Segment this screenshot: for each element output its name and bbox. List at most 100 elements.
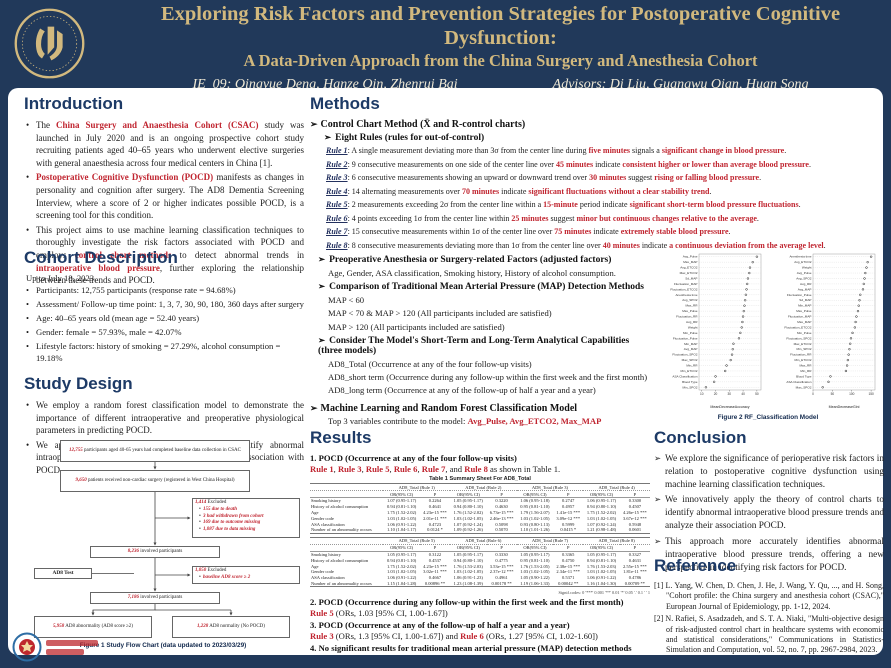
section-conclusion: Conclusion We explore the significance o…: [654, 428, 884, 577]
variable-label: Max_RR: [685, 304, 698, 308]
table-group-header: AD8_Total (Rule 5): [383, 536, 450, 545]
exclusion-reason: 155 due to death: [199, 507, 297, 514]
map-line: MAP < 70 & MAP > 120 (All participants i…: [328, 308, 552, 319]
variable-label: Min_SPO2: [683, 385, 698, 389]
data-point: [864, 271, 867, 275]
table-cell: 0.00896 **: [419, 580, 450, 588]
table-cell: 1.16 (1.04-1.30): [583, 580, 620, 588]
table-cell: 0.3330: [495, 552, 508, 558]
table-cell: 0.95 (0.81-1.10): [520, 504, 550, 510]
cohort-bullet: Lifestyle factors: history of smoking = …: [26, 340, 304, 364]
flow-box-involved-7186: 7,186 involved participants: [90, 592, 220, 604]
variable-label: Max_Pulse: [682, 309, 698, 313]
table-row: Gender code 1.03 (1.02-1.05) 2.01e-11 *** 1…: [310, 515, 650, 521]
table-cell: 0.2264: [428, 498, 442, 504]
table-cell: 2.46e-13 ***: [489, 515, 514, 521]
rule-line-5: Rule 5: 2 measurements exceeding 2σ from…: [326, 200, 801, 209]
cohort-bullets: Participants: 12,755 participants (respo…: [24, 284, 304, 364]
table-sub-header: P: [619, 544, 650, 552]
variable-label: Fluctuation_MAP: [674, 282, 698, 286]
table-cell: 1.03 (1.02-1.05): [453, 569, 483, 575]
data-point: [751, 261, 754, 264]
table-group-header: AD8_Total (Rule 7): [516, 536, 584, 545]
table-cell: 1.06 (0.91-1.23): [453, 575, 483, 581]
reference-item: [1] L. Yang, W. Chen, D. Chen, J. He, J.…: [654, 581, 884, 611]
variable-label: Blood Type: [682, 380, 698, 384]
summary-table-band-2: AD8_Total (Rule 5) AD8_Total (Rule 6) AD8_…: [310, 536, 650, 588]
table-group-header: AD8_Total (Rule 4): [583, 483, 650, 491]
variable-label: Fluctuation_SPO2: [786, 336, 811, 340]
methods-narrow-block: Preoperative Anesthesia or Surgery-relat…: [310, 254, 648, 427]
figure2-rf-model: Avg_Pulse Max_MAP Avg_ETCO2 Max_ETCO2 Sd_MAP…: [654, 251, 882, 423]
table-cell: 1.79 (1.56-2.07): [520, 509, 550, 515]
table-group-header: AD8_Total (Rule 8): [583, 536, 650, 545]
table-cell: 1.23 (1.08-1.39): [450, 580, 487, 588]
poster-title-line2: A Data-Driven Approach from the China Su…: [243, 51, 758, 71]
exclusion-reason: baseline AD8 score ≥ 2: [199, 575, 297, 582]
variable-label: Min_ETCO2: [680, 369, 697, 373]
data-point: [849, 337, 853, 340]
table-cell: 1.10 (1.01-1.26): [516, 526, 554, 534]
table-group-header: AD8_Total (Rule 2): [450, 483, 517, 491]
variable-label: Max_MAP: [797, 320, 811, 324]
table-cell: 1.75 (1.52-2.02): [387, 509, 417, 515]
x-tick-label: 40: [741, 392, 745, 396]
variable-label: Fluctuation_SPO2: [672, 353, 697, 357]
table-cell: 0.3122: [428, 552, 442, 558]
hospital-logo: [12, 632, 98, 662]
table-cell: 0.0415 *: [553, 526, 584, 534]
table-cell: 1.81e-11 ***: [623, 569, 647, 575]
section-reference: Reference [1] L. Yang, W. Chen, D. Chen,…: [654, 556, 884, 658]
table-cell: 0.5070: [486, 526, 517, 534]
x-tick-label: 50: [831, 392, 835, 396]
x-axis-label: MeanDecreaseAccuracy: [710, 405, 749, 409]
data-point: [863, 277, 866, 280]
data-point: [743, 304, 746, 307]
variable-label: Min_RR: [686, 364, 698, 368]
variable-label: Fluctuation_Pulse: [673, 336, 698, 340]
data-point: [844, 369, 848, 373]
table-cell: 0.94 (0.81-1.10): [387, 504, 417, 510]
figure1-caption: Figure 1 Study Flow Chart (data updated …: [79, 642, 247, 649]
data-point: [847, 353, 850, 356]
table-cell: 0.94 (0.81-1.10): [387, 557, 417, 563]
data-point: [829, 375, 832, 378]
table-cell: 1.07 (0.95-1.17): [387, 498, 417, 504]
table-cell: 0.4507: [628, 504, 642, 510]
table-cell: 0.4957: [562, 504, 575, 510]
table-cell: 0.4961: [495, 575, 508, 581]
rule-line-4: Rule 4: 14 alternating measurements over…: [326, 186, 712, 196]
data-point: [854, 320, 857, 324]
table-cell: 0.95 (0.81-1.10): [520, 557, 550, 563]
data-point: [865, 266, 868, 269]
data-point: [714, 375, 717, 378]
model-line: AD8_short term (Occurrence during any fo…: [328, 371, 648, 382]
data-point: [859, 293, 862, 296]
data-point: [857, 304, 860, 307]
data-point: [849, 342, 852, 345]
table-cell: 1.76 (1.53-2.05): [520, 563, 550, 569]
table-sub-header: P: [619, 490, 650, 498]
figure2-panels: Avg_Pulse Max_MAP Avg_ETCO2 Max_ETCO2 Sd_MAP…: [654, 251, 882, 411]
data-point: [848, 348, 851, 351]
rule-line-2: Rule 2: 9 consecutive measurements on on…: [326, 159, 811, 169]
results-item1-head: 1. POCD (Occurrence at any of the four f…: [310, 453, 517, 463]
flow-box-excluded-1414: 1,414 Excluded 155 due to death 3 had wi…: [192, 498, 300, 538]
data-point: [742, 309, 745, 313]
row-label: History of alcohol consumption: [311, 504, 369, 510]
map-line: MAP < 60: [328, 295, 365, 306]
table-cell: 0.5371: [562, 575, 575, 581]
table-sub-header: OR(95% CI): [450, 490, 487, 498]
variable-label: Min_MAP: [798, 304, 811, 308]
methods-subhead-adjusted-factors: Preoperative Anesthesia or Surgery-relat…: [318, 254, 648, 265]
data-point: [862, 282, 865, 286]
rule-line-6: Rule 6: 4 points exceeding 1σ from the c…: [326, 213, 759, 223]
table-cell: 0.0124 *: [419, 526, 450, 534]
variable-label: Blood Type: [796, 374, 812, 378]
variable-label: ASA Classification: [672, 374, 697, 378]
table-cell: 1.05 (0.95-1.17): [453, 552, 483, 558]
table-cell: 1.07 (0.92-1.24): [453, 521, 483, 527]
variable-label: Max_MAP: [683, 260, 697, 264]
table1: AD8_Total (Rule 1) AD8_Total (Rule 2) AD8_…: [310, 483, 650, 588]
reference-list: [1] L. Yang, W. Chen, D. Chen, J. He, J.…: [654, 581, 884, 656]
